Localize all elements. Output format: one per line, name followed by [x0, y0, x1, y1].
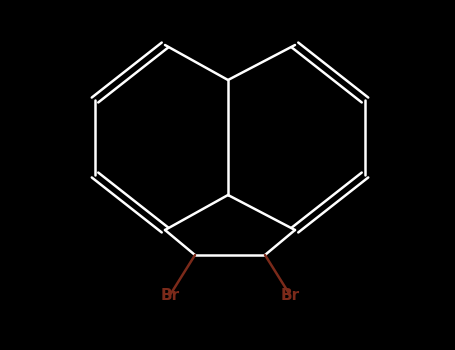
Text: Br: Br — [161, 287, 180, 302]
Text: Br: Br — [280, 287, 299, 302]
